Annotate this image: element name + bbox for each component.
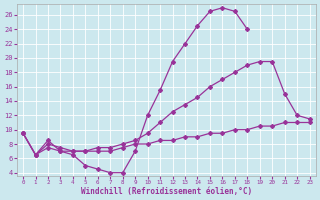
X-axis label: Windchill (Refroidissement éolien,°C): Windchill (Refroidissement éolien,°C) [81,187,252,196]
